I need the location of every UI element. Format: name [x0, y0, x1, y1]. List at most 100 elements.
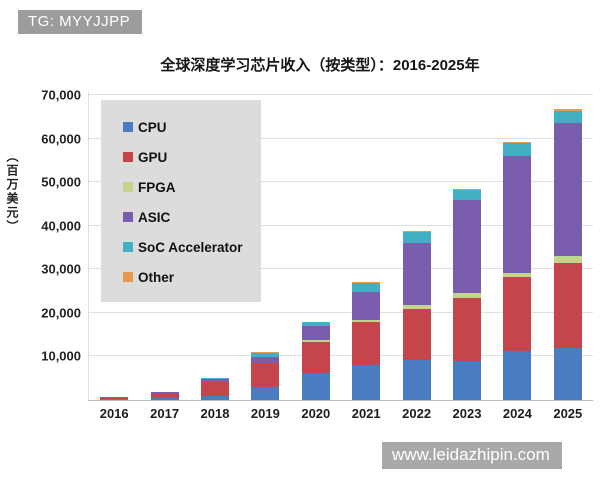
- bar-segment-CPU-2025: [553, 348, 582, 400]
- legend-label: CPU: [138, 119, 167, 135]
- bar-segment-SoC-Accelerator-2024: [503, 143, 532, 157]
- y-tick-label: 30,000: [41, 261, 81, 277]
- legend-swatch-icon: [123, 242, 133, 252]
- gridline-70000: [89, 94, 593, 96]
- bar-segment-FPGA-2019: [251, 362, 280, 364]
- legend-item-Other: Other: [123, 262, 251, 292]
- bar-segment-CPU-2023: [453, 361, 481, 400]
- bar-segment-SoC-Accelerator-2022: [402, 231, 431, 243]
- bar-segment-FPGA-2024: [503, 272, 532, 278]
- bar-segment-ASIC-2024: [503, 156, 532, 273]
- bar-segment-SoC-Accelerator-2021: [352, 282, 381, 292]
- bar-segment-GPU-2017: [150, 393, 179, 399]
- bar-segment-CPU-2020: [301, 373, 330, 400]
- legend-label: FPGA: [138, 179, 176, 195]
- legend-swatch-icon: [123, 272, 133, 282]
- legend-swatch-icon: [123, 152, 133, 162]
- legend-label: SoC Accelerator: [138, 239, 243, 255]
- bar-2018: [201, 377, 229, 400]
- bar-segment-ASIC-2019: [251, 356, 280, 363]
- bar-segment-GPU-2024: [503, 277, 532, 352]
- bar-segment-ASIC-2018: [201, 378, 229, 382]
- bar-segment-SoC-Accelerator-2023: [453, 189, 481, 200]
- bar-2022: [402, 231, 431, 400]
- bar-2025: [553, 109, 582, 400]
- legend-item-CPU: CPU: [123, 112, 251, 142]
- x-tick-label-2024: 2024: [502, 406, 532, 421]
- tg-badge: TG: MYYJJPP: [18, 10, 143, 34]
- site-watermark: www.leidazhipin.com: [382, 442, 562, 469]
- bar-segment-FPGA-2023: [453, 292, 481, 298]
- chart-plot-area: 10,000 20,000 30,000 40,000 50,000 60,000 70,0…: [41, 88, 593, 421]
- legend-swatch-icon: [123, 182, 133, 192]
- legend-label: ASIC: [138, 209, 171, 225]
- bar-segment-ASIC-2025: [553, 123, 582, 257]
- gridline-10000: [89, 355, 593, 357]
- bar-segment-ASIC-2023: [453, 199, 481, 293]
- bar-segment-CPU-2022: [402, 359, 431, 400]
- gridline-50000: [89, 181, 593, 183]
- bar-segment-GPU-2019: [251, 363, 280, 387]
- bar-segment-SoC-Accelerator-2018: [201, 378, 229, 379]
- bar-segment-CPU-2017: [150, 398, 179, 400]
- x-tick-label-2018: 2018: [200, 406, 230, 421]
- bar-segment-FPGA-2021: [352, 320, 381, 323]
- bar-2019: [251, 352, 280, 400]
- bar-segment-FPGA-2020: [301, 339, 330, 342]
- legend-label: Other: [138, 269, 175, 285]
- bar-segment-SoC-Accelerator-2025: [553, 111, 582, 124]
- bar-segment-Other-2024: [503, 142, 532, 144]
- x-tick-label-2023: 2023: [452, 406, 482, 421]
- bar-segment-FPGA-2022: [402, 305, 431, 310]
- bar-segment-CPU-2018: [201, 395, 229, 400]
- bar-2016: [100, 397, 129, 400]
- x-tick-label-2016: 2016: [99, 406, 129, 421]
- gridline-40000: [89, 224, 593, 226]
- bar-segment-CPU-2024: [503, 351, 532, 400]
- legend-label: GPU: [138, 149, 168, 165]
- bar-segment-CPU-2016: [100, 399, 129, 400]
- y-tick-label: 60,000: [41, 131, 81, 147]
- gridline-60000: [89, 137, 593, 139]
- y-tick-label: 40,000: [41, 218, 81, 234]
- bar-2021: [352, 282, 381, 400]
- bar-segment-GPU-2022: [402, 309, 431, 360]
- legend-item-FPGA: FPGA: [123, 172, 251, 202]
- chart-title: 全球深度学习芯片收入（按类型）：2016-2025年: [160, 57, 480, 74]
- bar-segment-Other-2023: [453, 188, 481, 190]
- x-tick-label-2019: 2019: [250, 406, 280, 421]
- x-tick-label-2025: 2025: [553, 406, 583, 421]
- legend-item-GPU: GPU: [123, 142, 251, 172]
- bar-segment-CPU-2021: [352, 365, 381, 400]
- bar-segment-ASIC-2022: [402, 242, 431, 306]
- y-tick-label: 70,000: [41, 87, 81, 103]
- bar-segment-FPGA-2018: [201, 381, 229, 383]
- x-tick-label-2020: 2020: [301, 406, 331, 421]
- bar-segment-FPGA-2025: [553, 256, 582, 263]
- bar-segment-GPU-2021: [352, 322, 381, 366]
- bar-segment-GPU-2023: [453, 297, 481, 362]
- bar-segment-CPU-2019: [251, 386, 280, 400]
- bar-2020: [301, 321, 330, 400]
- gridline-20000: [89, 311, 593, 313]
- bar-segment-GPU-2016: [100, 397, 129, 400]
- y-tick-label: 50,000: [41, 174, 81, 190]
- x-tick-label-2017: 2017: [150, 406, 180, 421]
- bar-2023: [453, 188, 481, 400]
- legend-swatch-icon: [123, 122, 133, 132]
- legend-item-SoC-Accelerator: SoC Accelerator: [123, 232, 251, 262]
- y-tick-label: 20,000: [41, 305, 81, 321]
- bar-segment-Other-2022: [402, 231, 431, 232]
- bar-2024: [503, 142, 532, 400]
- y-tick-label: 10,000: [41, 348, 81, 364]
- bar-segment-GPU-2020: [301, 341, 330, 374]
- gridline-30000: [89, 268, 593, 270]
- bar-segment-Other-2025: [553, 109, 582, 112]
- bar-segment-SoC-Accelerator-2019: [251, 352, 280, 357]
- bar-segment-ASIC-2020: [301, 326, 330, 340]
- bar-segment-ASIC-2017: [150, 392, 179, 394]
- bar-segment-SoC-Accelerator-2020: [301, 322, 330, 327]
- legend-swatch-icon: [123, 212, 133, 222]
- bar-segment-GPU-2018: [201, 382, 229, 396]
- legend-item-ASIC: ASIC: [123, 202, 251, 232]
